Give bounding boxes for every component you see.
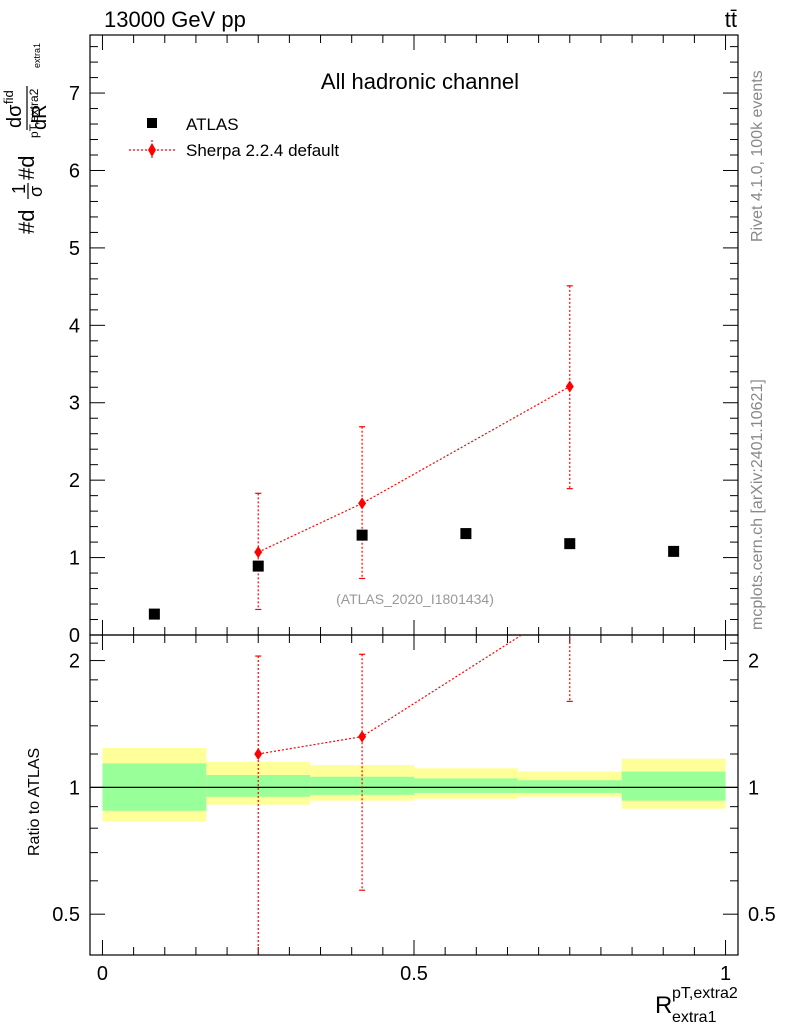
sherpa-point [254,546,263,559]
sherpa-line [257,385,571,553]
ratio-y-tick-label-right: 1 [748,777,759,799]
main-panel: 0 1 2 3 4 5 6 7 All hadronic channel ATLAS Sher… [69,34,739,647]
ylabel-sub1: pT,extra2 [27,88,41,138]
x-tick-label: 0.5 [400,963,428,985]
x-tick-label: 1 [720,963,731,985]
xlabel-sup: pT,extra2 [672,985,738,1002]
ratio-y-tick-label-right: 0.5 [748,904,776,926]
y-tick-label: 2 [69,470,80,492]
sherpa-point [358,497,367,510]
ylabel-frac1-den: σ [26,186,46,197]
ratio-y-axis-label: Ratio to ATLAS [26,748,43,856]
sherpa-point [565,380,574,393]
atlas-point [148,608,160,620]
legend-marker-atlas [147,118,157,128]
atlas-point [668,545,680,557]
ylabel-frac2-den-sub: extra1 [32,43,42,68]
y-tick-label: 6 [69,160,80,182]
chart-title: All hadronic channel [321,69,519,94]
atlas-point [460,528,472,540]
ylabel-frac2-num-sup: fid [1,90,16,104]
ratio-bands [102,748,726,822]
main-data [148,285,680,620]
main-y-axis-label: #d 1 σ #d pT,extra2 dσ fid dR extra1 [1,43,51,234]
x-axis-label: R pT,extra2 extra1 [655,985,738,1024]
ylabel-frac2-num: dσ [4,104,26,128]
ylabel-frac2-den: dR [29,104,51,130]
rivet-version-note: Rivet 4.1.0, 100k events [749,70,766,242]
ylabel-prefix: #d [14,210,39,234]
sherpa-ratio-point [566,598,574,610]
ratio-data [254,598,574,955]
xlabel-sub: extra1 [672,1009,717,1024]
process-label: tt̄ [725,7,737,32]
atlas-point [356,529,368,541]
uncertainty-band-stat [310,776,414,795]
atlas-point [564,538,576,550]
x-tick-label: 0 [97,963,108,985]
energy-label: 13000 GeV pp [104,7,246,32]
ratio-x-axis: 0 0.5 1 [97,635,731,985]
ratio-y-tick-label: 1 [69,777,80,799]
xlabel-main: R [655,992,672,1019]
legend: ATLAS Sherpa 2.2.4 default [129,115,339,160]
ratio-y-axis: 0.5 0.5 1 1 2 2 [52,642,776,956]
y-tick-label: 4 [69,315,80,337]
sherpa-ratio-point [254,748,263,761]
ratio-panel: 0.5 0.51 12 2 0 0.5 1 [52,598,776,985]
y-tick-label: 0 [69,625,80,647]
uncertainty-band-stat [517,780,622,793]
legend-label-sherpa: Sherpa 2.2.4 default [186,141,339,160]
legend-marker-sherpa [148,143,156,157]
atlas-point [252,560,264,572]
ratio-y-tick-label: 2 [69,651,80,673]
y-tick-label: 3 [69,393,80,415]
mcplots-credit: mcplots.cern.ch [arXiv:2401.10621] [749,379,766,630]
main-x-ticks [101,35,727,635]
ylabel-frac1-num: 1 [9,184,29,194]
uncertainty-band-stat [621,771,726,801]
y-tick-label: 1 [69,548,80,570]
y-tick-label: 5 [69,238,80,260]
ratio-y-tick-label: 0.5 [52,904,80,926]
legend-label-atlas: ATLAS [186,115,239,134]
uncertainty-band-stat [414,778,518,793]
analysis-watermark: (ATLAS_2020_I1801434) [336,591,494,607]
main-y-axis: 0 1 2 3 4 5 6 7 [69,46,738,647]
y-tick-label: 7 [69,83,80,105]
sherpa-ratio-point [358,730,367,743]
ylabel-mid: #d [14,156,39,180]
ratio-y-tick-label-right: 2 [748,651,759,673]
